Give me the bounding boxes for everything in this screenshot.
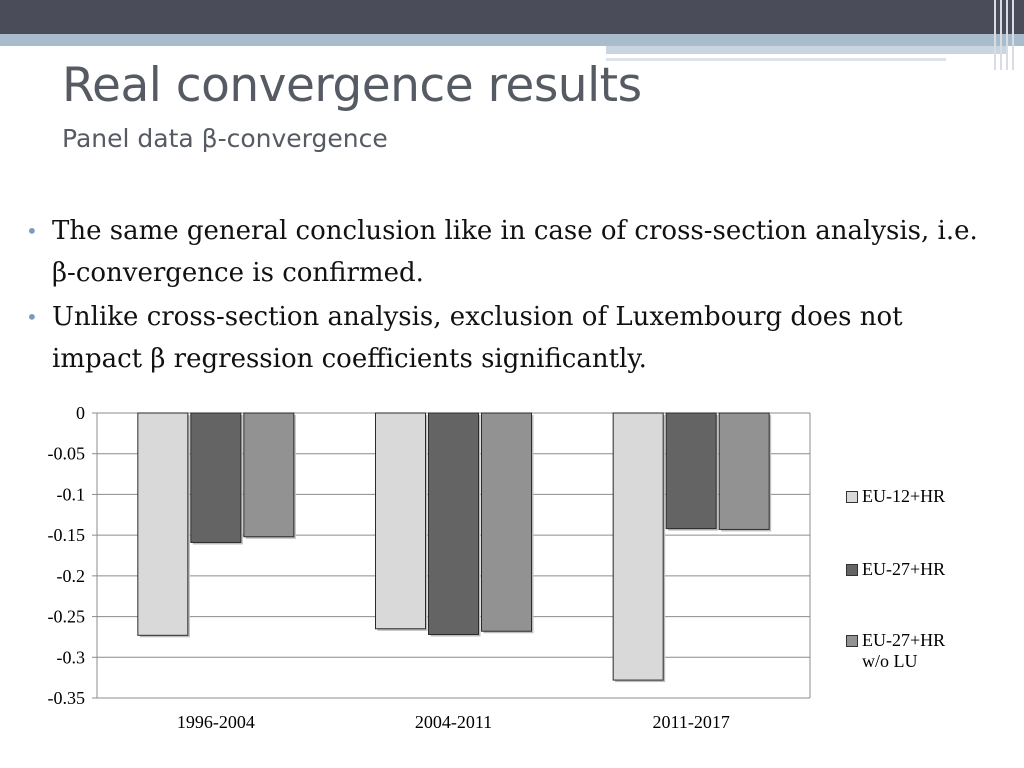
bullet-list: • The same general conclusion like in ca… bbox=[26, 210, 986, 382]
bar bbox=[243, 412, 295, 538]
x-tick-label: 2004-2011 bbox=[415, 712, 492, 732]
legend-item: EU-12+HR bbox=[846, 486, 1016, 507]
header-band-light bbox=[606, 46, 1006, 54]
legend-item: EU-27+HR w/o LU bbox=[846, 630, 972, 672]
slide-subtitle: Panel data β-convergence bbox=[62, 124, 388, 153]
bar bbox=[190, 412, 242, 543]
bar bbox=[718, 412, 770, 530]
legend-label: EU-27+HR bbox=[862, 559, 946, 579]
legend-swatch bbox=[846, 635, 858, 647]
legend-swatch bbox=[846, 564, 858, 576]
legend-label: EU-27+HR w/o LU bbox=[862, 630, 946, 671]
bar bbox=[481, 412, 532, 632]
x-tick-label: 1996-2004 bbox=[177, 712, 255, 732]
header-band-thin bbox=[606, 58, 946, 61]
decorative-line bbox=[1012, 0, 1014, 70]
y-tick-label: -0.25 bbox=[48, 607, 86, 627]
header-band-dark bbox=[0, 0, 1024, 34]
y-tick-label: -0.2 bbox=[57, 566, 86, 586]
bar bbox=[428, 412, 479, 635]
decorative-line bbox=[1000, 0, 1002, 70]
bullet-text: Unlike cross-section analysis, exclusion… bbox=[52, 302, 903, 374]
bar bbox=[665, 412, 717, 530]
bullet-item: • The same general conclusion like in ca… bbox=[26, 210, 986, 294]
y-tick-label: -0.05 bbox=[48, 444, 86, 464]
x-tick-label: 2011-2017 bbox=[653, 712, 730, 732]
bullet-text: The same general conclusion like in case… bbox=[52, 216, 978, 288]
y-tick-label: -0.35 bbox=[48, 688, 86, 708]
slide-title: Real convergence results bbox=[62, 58, 642, 113]
bullet-icon: • bbox=[26, 305, 38, 329]
y-tick-label: -0.15 bbox=[48, 525, 86, 545]
y-tick-label: 0 bbox=[76, 403, 85, 423]
bullet-icon: • bbox=[26, 219, 38, 243]
y-tick-label: -0.1 bbox=[57, 484, 86, 504]
decorative-line bbox=[1006, 0, 1008, 70]
bar bbox=[375, 412, 426, 630]
legend-label: EU-12+HR bbox=[862, 486, 946, 506]
legend-swatch bbox=[846, 491, 858, 503]
bar bbox=[612, 412, 664, 681]
decorative-line bbox=[994, 0, 996, 70]
bar-chart: 0 -0.05 -0.1 -0.15 -0.2 -0.25 -0.3 -0.35 1996-20… bbox=[48, 403, 811, 732]
legend-item: EU-27+HR bbox=[846, 559, 1016, 580]
y-tick-label: -0.3 bbox=[57, 647, 86, 667]
bar bbox=[137, 412, 189, 636]
bullet-item: • Unlike cross-section analysis, exclusi… bbox=[26, 296, 986, 380]
header-band-blue bbox=[0, 34, 1024, 46]
chart-legend: EU-12+HR EU-27+HR EU-27+HR w/o LU bbox=[846, 486, 1016, 672]
